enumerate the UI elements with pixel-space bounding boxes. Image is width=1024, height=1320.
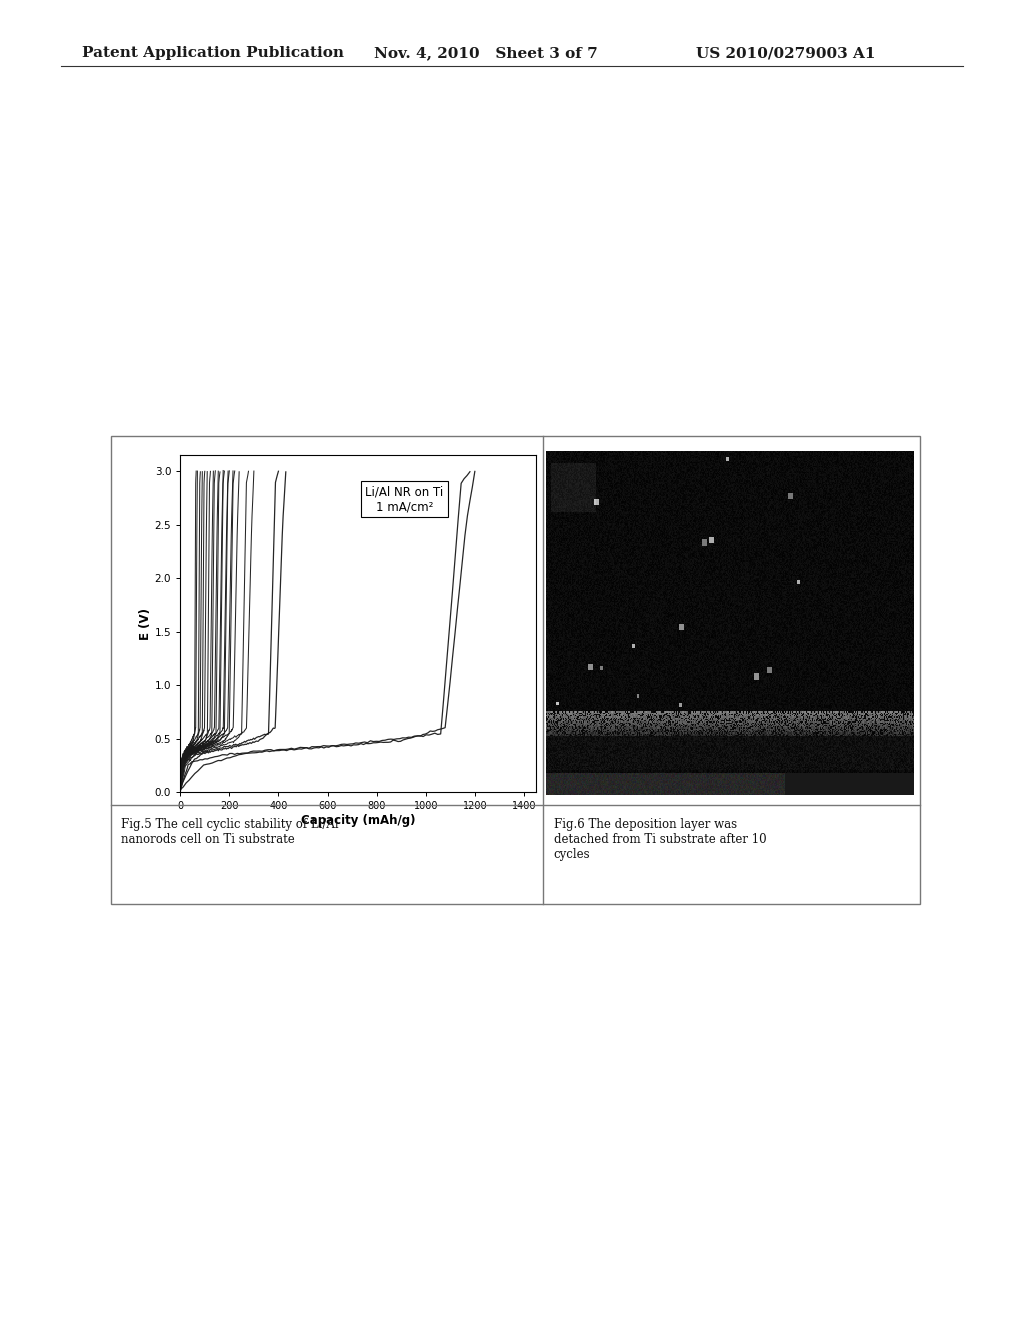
Y-axis label: E (V): E (V) [139, 607, 152, 640]
Text: Nov. 4, 2010   Sheet 3 of 7: Nov. 4, 2010 Sheet 3 of 7 [374, 46, 598, 61]
Text: Fig.6 The deposition layer was
detached from Ti substrate after 10
cycles: Fig.6 The deposition layer was detached … [554, 818, 766, 862]
Text: Patent Application Publication: Patent Application Publication [82, 46, 344, 61]
Text: Li/Al NR on Ti
1 mA/cm²: Li/Al NR on Ti 1 mA/cm² [366, 486, 443, 513]
Text: Fig.5 The cell cyclic stability of Li/Al
nanorods cell on Ti substrate: Fig.5 The cell cyclic stability of Li/Al… [121, 818, 339, 846]
Text: US 2010/0279003 A1: US 2010/0279003 A1 [696, 46, 876, 61]
X-axis label: Capacity (mAh/g): Capacity (mAh/g) [301, 814, 416, 826]
